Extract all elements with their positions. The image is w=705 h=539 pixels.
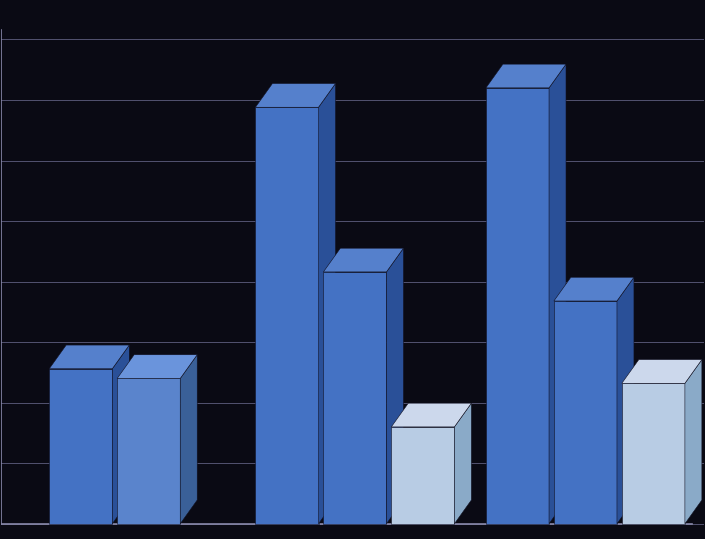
- Polygon shape: [622, 360, 702, 383]
- Polygon shape: [319, 84, 336, 524]
- Polygon shape: [324, 248, 403, 272]
- Polygon shape: [391, 403, 472, 427]
- Polygon shape: [49, 345, 129, 369]
- Bar: [391, 427, 455, 524]
- Bar: [622, 383, 685, 524]
- Bar: [49, 369, 112, 524]
- Polygon shape: [117, 355, 197, 378]
- Bar: [255, 107, 319, 524]
- Polygon shape: [685, 360, 702, 524]
- Polygon shape: [386, 248, 403, 524]
- Polygon shape: [180, 355, 197, 524]
- Polygon shape: [617, 277, 634, 524]
- Polygon shape: [112, 345, 129, 524]
- Bar: [486, 88, 549, 524]
- Polygon shape: [486, 64, 566, 88]
- Polygon shape: [255, 84, 336, 107]
- Polygon shape: [455, 403, 472, 524]
- Polygon shape: [549, 64, 566, 524]
- Polygon shape: [554, 277, 634, 301]
- Bar: [324, 272, 386, 524]
- Bar: [117, 378, 180, 524]
- Bar: [554, 301, 617, 524]
